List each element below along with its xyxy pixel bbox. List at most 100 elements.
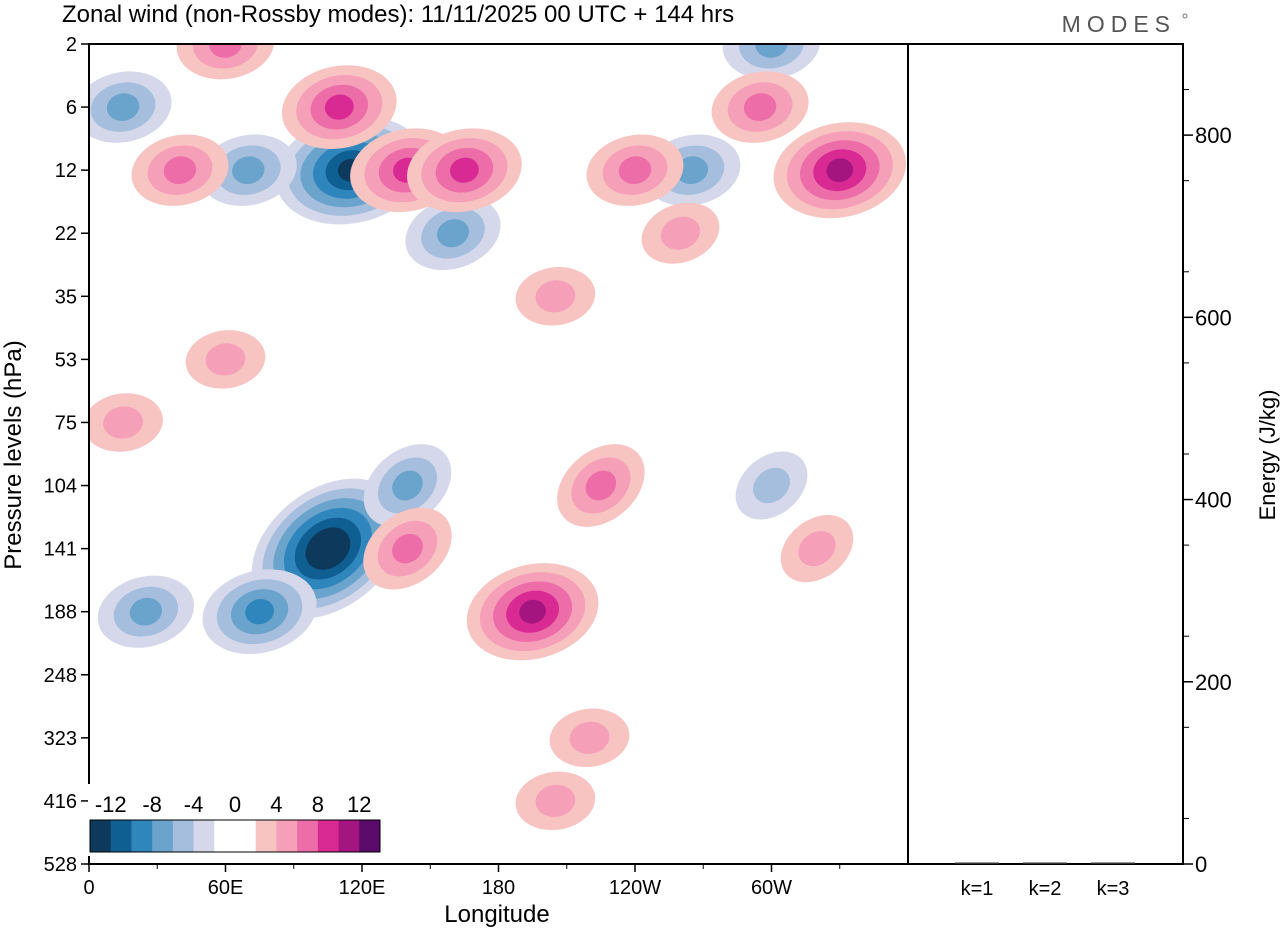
- colorbar-label: 4: [270, 792, 282, 817]
- colorbar-swatch: [317, 820, 339, 852]
- energy-tick-label: 0: [1195, 852, 1207, 877]
- contour-ring: [192, 44, 259, 69]
- energy-tick-label: 800: [1195, 123, 1232, 148]
- contour-ring: [618, 156, 652, 185]
- y-tick-label: 188: [44, 602, 77, 624]
- contour-feature: [711, 71, 809, 143]
- x-tick-label: 180: [482, 877, 515, 899]
- y-tick-label: 528: [44, 854, 77, 876]
- colorbar-label: -12: [95, 792, 127, 817]
- x-axis: 0 60E 120E 180 120W 60W: [83, 864, 841, 899]
- contour-feature: [281, 65, 397, 149]
- x-tick-label: 60W: [751, 877, 792, 899]
- contour-ring: [755, 44, 788, 58]
- energy-category-label: k=2: [1029, 878, 1062, 900]
- contour-feature: [466, 563, 599, 661]
- y-tick-label: 6: [66, 97, 77, 119]
- colorbar-label: -4: [184, 792, 204, 817]
- contour-ring: [392, 533, 423, 564]
- energy-bar: [955, 862, 999, 864]
- contour-feature: [515, 267, 596, 326]
- y-tick-label: 75: [55, 412, 77, 434]
- contour-ring: [129, 597, 163, 626]
- contour-ring: [205, 343, 246, 376]
- y-tick-label: 323: [44, 728, 77, 750]
- energy-tick-label: 600: [1195, 305, 1232, 330]
- contour-ring: [232, 156, 265, 185]
- contour-feature: [97, 575, 195, 648]
- chart-title: Zonal wind (non-Rossby modes): 11/11/202…: [62, 1, 734, 28]
- contour-ring: [519, 599, 546, 624]
- contour-feature: [549, 708, 630, 768]
- contour-ring: [743, 93, 777, 121]
- contour-ring: [106, 93, 140, 121]
- colorbar-swatch: [152, 820, 174, 852]
- contour-ring: [209, 44, 242, 58]
- contour-ring: [798, 530, 836, 567]
- contour-ring: [675, 156, 709, 185]
- contour-ring: [753, 467, 790, 504]
- contour-feature: [89, 71, 172, 143]
- contour-feature: [405, 196, 501, 271]
- colorbar-swatch: [276, 820, 298, 852]
- contour-feature: [780, 515, 854, 583]
- contour-ring: [449, 157, 479, 183]
- contour-feature: [363, 444, 452, 527]
- y-tick-label: 12: [55, 160, 77, 182]
- contour-feature: [641, 202, 720, 264]
- colorbar-swatch: [193, 820, 215, 852]
- y-tick-label: 104: [44, 476, 77, 498]
- contour-feature: [586, 134, 684, 206]
- contour-ring: [316, 537, 340, 561]
- x-axis-label: Longitude: [444, 901, 549, 928]
- hovmoller-plot: [89, 44, 908, 864]
- contour-feature: [202, 569, 317, 655]
- wind-contours: [89, 44, 907, 831]
- energy-bar: [1091, 862, 1135, 864]
- contour-ring: [535, 784, 576, 817]
- x-tick-label: 0: [83, 877, 94, 899]
- energy-category-label: k=1: [961, 878, 994, 900]
- energy-tick-label: 400: [1195, 488, 1232, 513]
- colorbar-swatch: [255, 820, 277, 852]
- contour-ring: [163, 156, 197, 185]
- y-tick-label: 22: [55, 223, 77, 245]
- y-tick-label: 35: [55, 286, 77, 308]
- energy-bar: [1023, 862, 1067, 864]
- colorbar-swatch: [90, 820, 112, 852]
- contour-feature: [363, 507, 452, 590]
- contour-feature: [557, 444, 645, 527]
- contour-feature: [176, 44, 275, 80]
- colorbar-swatch: [359, 820, 381, 852]
- x-tick-label: 120W: [609, 877, 661, 899]
- energy-bar-chart: 0 200 400 600 800 k=1 k=2 k=3: [955, 89, 1232, 900]
- logo-registered-mark: [1182, 13, 1188, 19]
- contour-ring: [436, 219, 470, 248]
- contour-ring: [324, 94, 354, 120]
- contour-feature: [131, 134, 229, 206]
- y-tick-label: 53: [55, 349, 77, 371]
- y-axis-label: Pressure levels (hPa): [0, 340, 27, 569]
- colorbar-frame: [89, 819, 381, 853]
- y-tick-label: 416: [44, 791, 77, 813]
- contour-ring: [245, 599, 274, 625]
- x-tick-label: 120E: [339, 877, 386, 899]
- colorbar-swatch: [172, 820, 194, 852]
- contour-feature: [89, 393, 163, 452]
- contour-feature: [185, 330, 266, 389]
- contour-ring: [392, 470, 423, 501]
- colorbar-label: -8: [142, 792, 162, 817]
- y-tick-label: 2: [66, 34, 77, 56]
- energy-category-label: k=3: [1097, 878, 1130, 900]
- y-axis: 2 6 12 22 35 53 75 104 141 188 248 323 416 528: [44, 34, 89, 876]
- contour-ring: [826, 158, 854, 183]
- contour-ring: [585, 470, 617, 501]
- contour-ring: [569, 721, 610, 754]
- colorbar-label: 12: [347, 792, 371, 817]
- energy-panel-background: [908, 44, 1183, 864]
- colorbar-label: 0: [229, 792, 241, 817]
- contour-ring: [103, 406, 144, 439]
- colorbar-swatch: [110, 820, 132, 852]
